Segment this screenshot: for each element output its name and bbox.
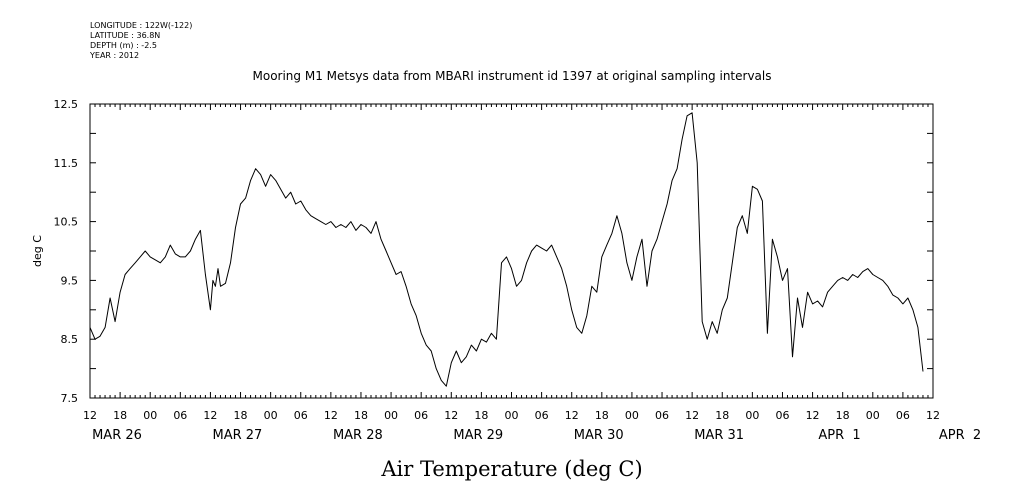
- x-tick-label: 00: [264, 409, 278, 422]
- x-tick-label: 18: [595, 409, 609, 422]
- y-axis-label: deg C: [31, 235, 44, 267]
- x-tick-label: 00: [625, 409, 639, 422]
- x-tick-label: 00: [745, 409, 759, 422]
- x-tick-label: 12: [926, 409, 940, 422]
- y-tick-label: 8.5: [61, 333, 79, 346]
- air-temperature-series-line: [89, 112, 924, 387]
- x-tick-label: 12: [324, 409, 338, 422]
- x-day-label: MAR 28: [333, 428, 383, 443]
- y-tick-label: 7.5: [61, 392, 79, 405]
- x-day-label: MAR 31: [694, 428, 744, 443]
- longitude-label: LONGITUDE : 122W(-122): [90, 21, 193, 30]
- x-tick-label: 00: [505, 409, 519, 422]
- depth-label: DEPTH (m) : -2.5: [90, 41, 157, 50]
- x-tick-label: 18: [836, 409, 850, 422]
- year-label: YEAR : 2012: [90, 51, 140, 60]
- x-tick-label: 18: [234, 409, 248, 422]
- x-tick-label: 12: [444, 409, 458, 422]
- x-tick-label: 06: [294, 409, 308, 422]
- x-tick-label: 06: [414, 409, 428, 422]
- x-tick-labels: 12 18 00 06 12 18 00 06 12 18 00 06 12 18 00 06 12 18 00 06…: [83, 409, 940, 422]
- x-tick-label: 12: [806, 409, 820, 422]
- metadata-block: LONGITUDE : 122W(-122) LATITUDE : 36.8N …: [90, 21, 192, 61]
- x-tick-label: 18: [715, 409, 729, 422]
- x-tick-label: 18: [354, 409, 368, 422]
- x-tick-label: 06: [173, 409, 187, 422]
- x-tick-label: 00: [143, 409, 157, 422]
- plot-frame: [89, 103, 934, 399]
- y-tick-label: 11.5: [54, 157, 79, 170]
- chart-title: Mooring M1 Metsys data from MBARI instru…: [253, 69, 772, 83]
- latitude-label: LATITUDE : 36.8N: [90, 31, 161, 40]
- x-day-label: APR 1: [818, 428, 860, 443]
- y-tick-label: 12.5: [54, 98, 79, 111]
- x-tick-label: 12: [83, 409, 97, 422]
- y-tick-labels: 7.5 8.5 9.5 10.5 11.5 12.5: [54, 98, 79, 405]
- x-day-label: MAR 26: [92, 428, 142, 443]
- x-tick-label: 18: [113, 409, 127, 422]
- y-tick-label: 10.5: [54, 216, 79, 229]
- x-tick-label: 12: [203, 409, 217, 422]
- x-day-label: MAR 29: [453, 428, 503, 443]
- x-tick-label: 12: [685, 409, 699, 422]
- x-tick-label: 12: [565, 409, 579, 422]
- x-tick-label: 06: [535, 409, 549, 422]
- axis-ticks: [89, 103, 934, 399]
- y-tick-label: 9.5: [61, 274, 79, 287]
- x-day-labels: MAR 26 MAR 27 MAR 28 MAR 29 MAR 30 MAR 31 APR …: [92, 428, 981, 443]
- x-tick-label: 06: [896, 409, 910, 422]
- x-tick-label: 06: [655, 409, 669, 422]
- x-day-label: MAR 30: [574, 428, 624, 443]
- x-tick-label: 00: [866, 409, 880, 422]
- x-day-label: MAR 27: [213, 428, 263, 443]
- x-tick-label: 18: [474, 409, 488, 422]
- x-tick-label: 00: [384, 409, 398, 422]
- x-day-label: APR 2: [939, 428, 981, 443]
- x-axis-label: Air Temperature (deg C): [380, 457, 642, 481]
- x-tick-label: 06: [775, 409, 789, 422]
